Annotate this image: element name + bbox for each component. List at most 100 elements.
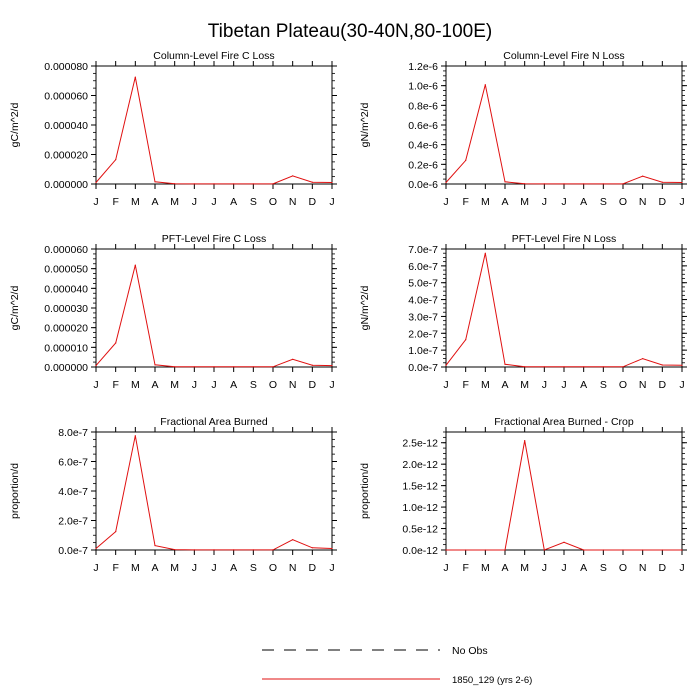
- x-tick-label: N: [289, 196, 297, 208]
- data-point: [174, 183, 176, 185]
- x-tick-label: D: [309, 196, 317, 208]
- y-axis-label: proportion/d: [359, 463, 371, 519]
- data-point: [543, 183, 545, 185]
- panel-2: Column-Level Fire N Loss gN/m^2/d 0.0e-6 0.…: [359, 50, 687, 208]
- x-tick-label: J: [192, 379, 197, 391]
- y-tick-label: 8.0e-7: [58, 427, 88, 439]
- data-point: [292, 175, 294, 177]
- data-point: [622, 183, 624, 185]
- data-point: [661, 181, 663, 183]
- x-tick-label: J: [329, 562, 334, 574]
- data-point: [524, 439, 526, 442]
- data-point: [602, 183, 604, 185]
- panel-title: Column-Level Fire N Loss: [503, 50, 624, 62]
- data-point: [543, 549, 545, 551]
- data-point: [524, 183, 526, 185]
- panel-title: Fractional Area Burned: [160, 416, 268, 428]
- data-point: [465, 549, 467, 551]
- data-point: [233, 366, 235, 368]
- data-point: [681, 181, 683, 184]
- x-tick-label: J: [561, 196, 566, 208]
- y-tick-label: 0.000040: [44, 120, 88, 132]
- data-point: [95, 365, 97, 367]
- x-tick-label: A: [501, 379, 508, 391]
- x-tick-label: M: [481, 196, 490, 208]
- data-point: [272, 549, 274, 551]
- y-tick-label: 0.0e-7: [58, 545, 88, 557]
- x-tick-label: A: [580, 562, 587, 574]
- x-tick-label: D: [659, 562, 667, 574]
- plot-frame: [445, 431, 683, 551]
- series-line: [95, 76, 333, 185]
- data-point: [174, 548, 176, 551]
- data-point: [543, 366, 545, 368]
- y-tick-label: 0.000020: [44, 323, 88, 335]
- y-tick-label: 6.0e-7: [58, 457, 88, 469]
- data-point: [134, 435, 136, 437]
- data-point: [115, 159, 117, 161]
- series-line: [445, 253, 683, 368]
- x-tick-label: D: [309, 379, 317, 391]
- data-point: [504, 363, 506, 365]
- y-tick-label: 0.000000: [44, 362, 88, 374]
- x-tick-label: N: [289, 379, 297, 391]
- x-tick-label: J: [329, 379, 334, 391]
- panels: Column-Level Fire C Loss gC/m^2/d 0.000000…: [9, 50, 687, 574]
- x-tick-label: A: [230, 196, 237, 208]
- panel-5: Fractional Area Burned proportion/d 0.0e-7…: [9, 416, 337, 574]
- data-point: [642, 175, 644, 177]
- x-tick-label: S: [250, 196, 257, 208]
- data-point: [622, 366, 624, 368]
- y-axis-label: gC/m^2/d: [9, 103, 21, 148]
- data-point: [154, 544, 156, 547]
- data-point: [484, 84, 486, 86]
- data-point: [642, 549, 644, 551]
- x-tick-label: J: [443, 562, 448, 574]
- data-point: [134, 76, 136, 78]
- y-tick-label: 2.0e-7: [408, 328, 438, 340]
- x-tick-label: M: [520, 379, 529, 391]
- x-tick-label: S: [250, 562, 257, 574]
- y-tick-label: 0.000060: [44, 244, 88, 256]
- data-point: [292, 358, 294, 360]
- data-point: [272, 183, 274, 185]
- x-tick-label: F: [112, 562, 118, 574]
- data-point: [563, 541, 565, 543]
- x-tick-label: O: [269, 562, 277, 574]
- data-point: [311, 181, 313, 183]
- x-tick-label: M: [520, 562, 529, 574]
- y-tick-label: 6.0e-7: [408, 261, 438, 273]
- x-tick-label: J: [211, 562, 216, 574]
- panel-1: Column-Level Fire C Loss gC/m^2/d 0.000000…: [9, 50, 337, 208]
- panel-4: PFT-Level Fire N Loss gN/m^2/d 0.0e-7 1.0e-…: [359, 233, 687, 391]
- legend: No Obs 1850_129 (yrs 2-6): [262, 645, 532, 686]
- panel-title: Fractional Area Burned - Crop: [494, 416, 634, 428]
- data-point: [681, 549, 683, 551]
- x-tick-label: A: [151, 379, 158, 391]
- x-tick-label: J: [542, 379, 547, 391]
- data-point: [331, 547, 333, 550]
- y-tick-label: 7.0e-7: [408, 244, 438, 256]
- x-tick-label: D: [659, 379, 667, 391]
- panel-title: Column-Level Fire C Loss: [153, 50, 274, 62]
- y-tick-label: 0.000030: [44, 303, 88, 315]
- x-tick-label: A: [501, 562, 508, 574]
- y-tick-label: 4.0e-7: [58, 486, 88, 498]
- data-point: [95, 547, 97, 550]
- y-axis-label: gC/m^2/d: [9, 286, 21, 331]
- x-tick-label: J: [211, 379, 216, 391]
- y-tick-label: 0.8e-6: [408, 100, 438, 112]
- x-tick-label: J: [192, 196, 197, 208]
- x-tick-label: J: [211, 196, 216, 208]
- y-tick-label: 0.000040: [44, 283, 88, 295]
- data-point: [504, 181, 506, 183]
- y-tick-label: 0.000000: [44, 179, 88, 191]
- data-point: [583, 549, 585, 551]
- data-point: [563, 366, 565, 368]
- y-tick-label: 1.2e-6: [408, 61, 438, 73]
- x-tick-label: A: [151, 196, 158, 208]
- x-tick-label: J: [443, 196, 448, 208]
- y-tick-label: 0.2e-6: [408, 159, 438, 171]
- data-point: [622, 549, 624, 551]
- y-axis-label: gN/m^2/d: [359, 286, 371, 331]
